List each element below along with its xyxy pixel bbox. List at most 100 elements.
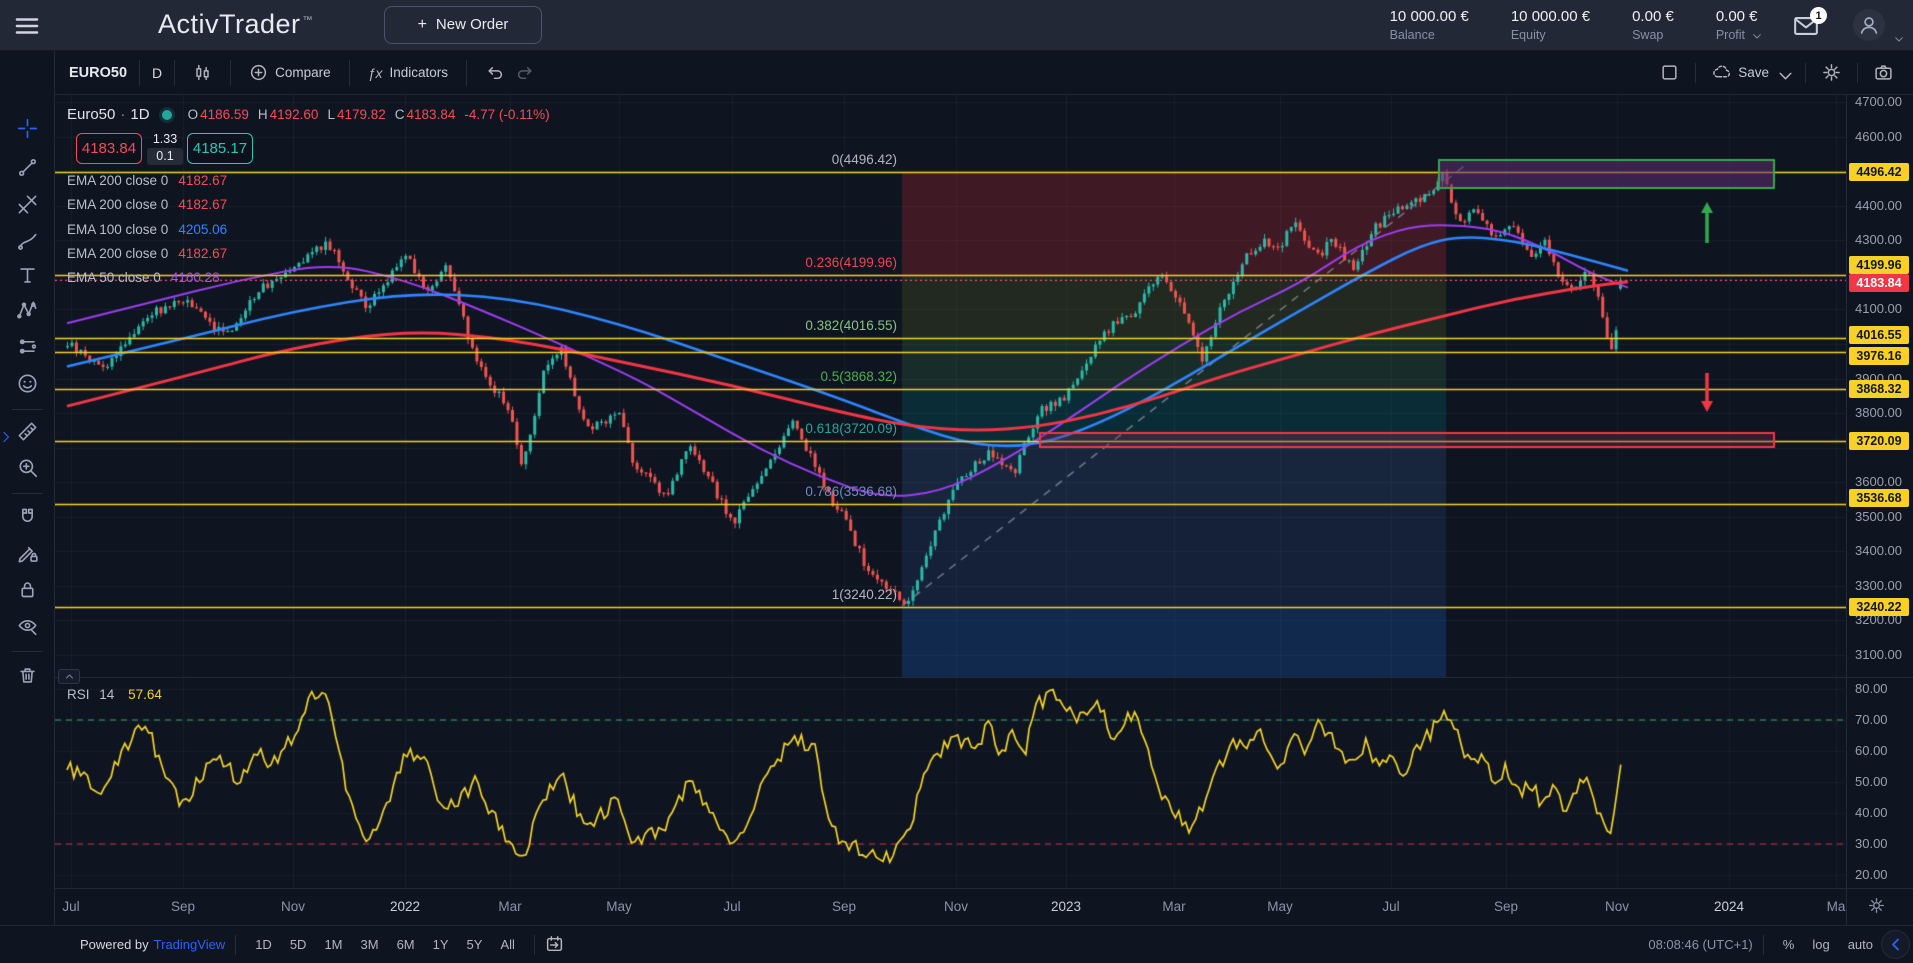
range-tab-1y[interactable]: 1Y (424, 932, 458, 957)
auto-scale-button[interactable]: auto (1847, 937, 1873, 952)
range-tab-1d[interactable]: 1D (246, 932, 281, 957)
drawing-mode-icon[interactable] (17, 543, 38, 564)
indicator-value: 4160.28 (170, 270, 220, 286)
legend-separator: · (120, 106, 126, 123)
rsi-axis-label: 60.00 (1855, 743, 1888, 758)
pane-divider[interactable] (55, 677, 1913, 678)
chart-legend[interactable]: Euro50 · 1D O 4186.59 H 4192.60 L 4179.82 C 418… (67, 106, 550, 123)
collapse-panel-button[interactable] (1881, 930, 1910, 959)
crosshair-icon[interactable] (17, 118, 38, 139)
percent-scale-button[interactable]: % (1782, 937, 1795, 952)
brush-icon[interactable] (17, 230, 38, 251)
gann-fib-icon[interactable] (17, 194, 38, 215)
price-axis-label: 4700.00 (1855, 94, 1902, 109)
redo-button[interactable] (510, 62, 541, 83)
goto-date-icon[interactable] (545, 935, 564, 954)
layout-button[interactable] (1654, 62, 1685, 83)
ohlc-value: 4183.84 (406, 107, 456, 122)
price-level-badge: 4199.96 (1849, 255, 1909, 274)
indicator-value: 4205.06 (178, 221, 228, 237)
time-axis-label: Sep (170, 899, 196, 914)
range-tab-6m[interactable]: 6M (388, 932, 424, 957)
chevron-up-icon (64, 671, 75, 682)
tradingview-link[interactable]: TradingView (153, 937, 226, 952)
indicator-legend-row[interactable]: EMA 200 close 0 4182.67 (67, 173, 227, 188)
buy-price-button[interactable]: 4185.17 (187, 133, 253, 164)
time-axis-label: 2024 (1713, 899, 1745, 914)
range-tab-all[interactable]: All (491, 932, 523, 957)
time-axis-label: Ma (1826, 899, 1846, 914)
xabcd-pattern-icon[interactable] (17, 300, 38, 321)
account-stat-swap: 0.00 € Swap (1632, 8, 1674, 42)
sell-price-button[interactable]: 4183.84 (76, 133, 142, 164)
trend-line-icon[interactable] (17, 157, 38, 178)
time-axis-label: Sep (831, 899, 857, 914)
range-tab-5d[interactable]: 5D (281, 932, 316, 957)
forecast-icon[interactable] (17, 336, 38, 357)
ohlc-key: O (187, 107, 199, 122)
snapshot-button[interactable] (1868, 62, 1899, 83)
fib-level-label: 0.236(4199.96) (805, 254, 897, 270)
toolbar-divider (12, 409, 43, 410)
ohlc-values: O 4186.59 H 4192.60 L 4179.82 C 4183.84 -4.77 (-… (188, 107, 550, 122)
hide-drawings-icon[interactable] (17, 615, 38, 636)
price-axis-label: 3600.00 (1855, 474, 1902, 490)
indicator-legend-row[interactable]: EMA 50 close 0 4160.28 (67, 270, 220, 285)
new-order-button[interactable]: + New Order (384, 6, 542, 44)
chevron-down-icon[interactable] (1751, 30, 1763, 42)
menu-icon[interactable] (14, 13, 40, 39)
trash-icon[interactable] (17, 665, 38, 686)
time-axis-settings-icon[interactable] (1868, 897, 1885, 914)
plus-icon: + (417, 16, 427, 33)
chart-settings-button[interactable] (1816, 62, 1847, 83)
clock[interactable]: 08:08:46 (UTC+1) (1648, 937, 1753, 952)
undo-button[interactable] (479, 62, 510, 83)
rsi-axis-label: 40.00 (1855, 805, 1888, 820)
symbol-button[interactable]: EURO50 (69, 64, 128, 81)
save-layout-button[interactable]: Save (1706, 62, 1795, 83)
indicators-label: Indicators (389, 65, 449, 80)
notifications-button[interactable]: 1 (1793, 7, 1827, 39)
chevron-down-icon (1776, 66, 1792, 80)
interval-button[interactable]: D (152, 64, 163, 81)
ohlc-value: 4186.59 (200, 107, 249, 122)
chevron-down-icon[interactable] (1893, 33, 1905, 45)
indicator-legend-row[interactable]: EMA 200 close 0 4182.67 (67, 246, 227, 261)
price-axis-label: 3500.00 (1855, 508, 1902, 524)
stat-label: Balance (1389, 28, 1435, 42)
ruler-icon[interactable] (17, 421, 38, 442)
lock-icon[interactable] (17, 579, 38, 600)
price-level-badge: 4016.55 (1849, 326, 1909, 345)
app-logo-text: ActivTrader (158, 9, 301, 39)
user-menu-button[interactable] (1853, 9, 1885, 41)
price-axis-label: 4300.00 (1855, 232, 1902, 248)
text-tool-icon[interactable] (17, 265, 38, 286)
indicator-legend-row[interactable]: EMA 100 close 0 4205.06 (67, 222, 227, 237)
range-tab-3m[interactable]: 3M (352, 932, 388, 957)
sidebar-expand-chevron[interactable] (0, 424, 14, 450)
indicators-button[interactable]: ƒx Indicators (362, 64, 454, 82)
magnet-icon[interactable] (17, 506, 38, 527)
price-level-badge: 3240.22 (1849, 597, 1909, 616)
market-status-dot (161, 109, 172, 120)
stat-value: 0.00 € (1715, 8, 1758, 25)
range-tab-1m[interactable]: 1M (315, 932, 351, 957)
ohlc-key: C (394, 107, 405, 122)
zoom-in-icon[interactable] (17, 457, 38, 478)
compare-label: Compare (275, 65, 331, 80)
range-tab-5y[interactable]: 5Y (458, 932, 492, 957)
indicator-legend-row[interactable]: EMA 200 close 0 4182.67 (67, 197, 227, 212)
cloud-save-icon (1712, 63, 1731, 82)
powered-by-label: Powered by (80, 937, 149, 952)
lot-size[interactable]: 0.1 (147, 148, 183, 165)
rsi-legend[interactable]: RSI 14 57.64 (67, 687, 162, 702)
compare-button[interactable]: Compare (243, 62, 337, 83)
price-chart-canvas[interactable] (55, 95, 1846, 888)
candles-icon (193, 63, 212, 82)
pane-collapse-button[interactable] (58, 669, 80, 684)
gear-icon (1822, 63, 1841, 82)
emoji-icon[interactable] (17, 373, 38, 394)
account-stats: 10 000.00 € Balance 10 000.00 € Equity 0.00 … (1390, 8, 1763, 42)
chart-style-button[interactable] (187, 62, 218, 83)
log-scale-button[interactable]: log (1812, 937, 1830, 952)
